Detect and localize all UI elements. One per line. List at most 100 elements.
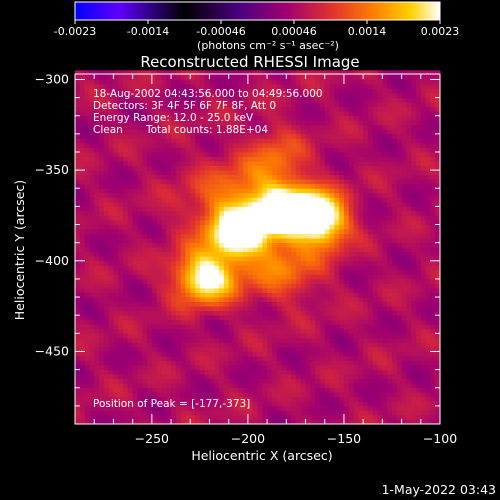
heatmap-cell: [252, 260, 258, 266]
heatmap-cell: [267, 337, 273, 343]
heatmap-cell: [127, 306, 134, 312]
heatmap-cell: [382, 260, 388, 266]
heatmap-cell: [329, 287, 335, 293]
heatmap-cell: [267, 183, 273, 189]
heatmap-cell: [247, 419, 254, 425]
heatmap-cell: [310, 156, 316, 162]
heatmap-cell: [339, 197, 345, 203]
heatmap-cell: [223, 201, 230, 207]
heatmap-cell: [367, 283, 374, 289]
heatmap-cell: [257, 129, 263, 135]
heatmap-cell: [382, 324, 388, 330]
heatmap-cell: [151, 315, 158, 321]
heatmap-cell: [103, 247, 110, 253]
heatmap-cell: [415, 387, 422, 393]
heatmap-cell: [79, 383, 85, 389]
heatmap-cell: [190, 147, 196, 153]
heatmap-cell: [166, 201, 172, 207]
heatmap-cell: [257, 405, 263, 411]
heatmap-cell: [435, 410, 441, 416]
heatmap-cell: [324, 355, 330, 361]
heatmap-cell: [415, 179, 422, 185]
heatmap-cell: [127, 251, 134, 257]
heatmap-cell: [281, 256, 287, 262]
heatmap-cell: [103, 315, 110, 321]
heatmap-cell: [343, 396, 350, 402]
heatmap-cell: [329, 174, 335, 180]
heatmap-cell: [118, 387, 124, 393]
heatmap-cell: [310, 138, 316, 144]
heatmap-cell: [79, 274, 85, 280]
heatmap-cell: [123, 256, 129, 262]
heatmap-cell: [262, 369, 268, 375]
heatmap-cell: [267, 369, 273, 375]
heatmap-cell: [99, 156, 105, 162]
heatmap-cell: [319, 156, 326, 162]
heatmap-cell: [425, 292, 431, 298]
heatmap-cell: [223, 206, 230, 212]
heatmap-cell: [79, 265, 85, 271]
heatmap-cell: [113, 355, 119, 361]
heatmap-cell: [411, 351, 417, 357]
heatmap-cell: [281, 319, 287, 325]
heatmap-cell: [257, 210, 263, 216]
heatmap-cell: [118, 315, 124, 321]
heatmap-cell: [363, 192, 369, 198]
heatmap-cell: [175, 292, 182, 298]
heatmap-cell: [425, 142, 431, 148]
heatmap-cell: [295, 383, 302, 389]
heatmap-cell: [103, 229, 110, 234]
heatmap-cell: [185, 401, 191, 407]
heatmap-cell: [372, 310, 378, 316]
heatmap-cell: [262, 319, 268, 325]
heatmap-cell: [271, 183, 278, 189]
heatmap-cell: [281, 355, 287, 361]
heatmap-cell: [310, 142, 316, 148]
heatmap-cell: [243, 324, 249, 330]
heatmap-cell: [401, 283, 407, 289]
heatmap-cell: [127, 319, 134, 325]
heatmap-cell: [209, 161, 215, 166]
heatmap-cell: [151, 170, 158, 176]
heatmap-cell: [166, 179, 172, 185]
heatmap-cell: [171, 351, 177, 357]
heatmap-cell: [401, 170, 407, 176]
heatmap-cell: [286, 292, 292, 298]
heatmap-cell: [334, 219, 340, 225]
heatmap-cell: [113, 183, 119, 189]
heatmap-cell: [387, 192, 393, 198]
heatmap-cell: [166, 147, 172, 153]
heatmap-cell: [415, 233, 422, 239]
heatmap-cell: [223, 210, 230, 216]
heatmap-cell: [223, 192, 230, 198]
heatmap-cell: [315, 319, 321, 325]
heatmap-cell: [209, 210, 215, 216]
heatmap-cell: [151, 161, 158, 166]
heatmap-cell: [151, 342, 158, 348]
heatmap-cell: [372, 351, 378, 357]
heatmap-cell: [118, 374, 124, 380]
heatmap-cell: [180, 156, 186, 162]
heatmap-cell: [233, 405, 239, 411]
heatmap-cell: [108, 215, 114, 221]
heatmap-cell: [214, 378, 220, 384]
heatmap-cell: [305, 365, 311, 370]
heatmap-cell: [132, 142, 138, 148]
heatmap-cell: [415, 405, 422, 411]
heatmap-cell: [329, 269, 335, 275]
heatmap-cell: [94, 283, 100, 289]
heatmap-cell: [406, 147, 412, 153]
heatmap-cell: [243, 151, 249, 157]
heatmap-cell: [199, 369, 206, 375]
heatmap-cell: [401, 333, 407, 339]
heatmap-cell: [147, 224, 153, 230]
heatmap-cell: [185, 256, 191, 262]
heatmap-cell: [79, 124, 85, 130]
heatmap-cell: [113, 233, 119, 239]
heatmap-cell: [382, 287, 388, 293]
heatmap-cell: [233, 292, 239, 298]
heatmap-cell: [425, 324, 431, 330]
heatmap-cell: [425, 360, 431, 366]
heatmap-cell: [79, 256, 85, 262]
heatmap-cell: [142, 396, 148, 402]
